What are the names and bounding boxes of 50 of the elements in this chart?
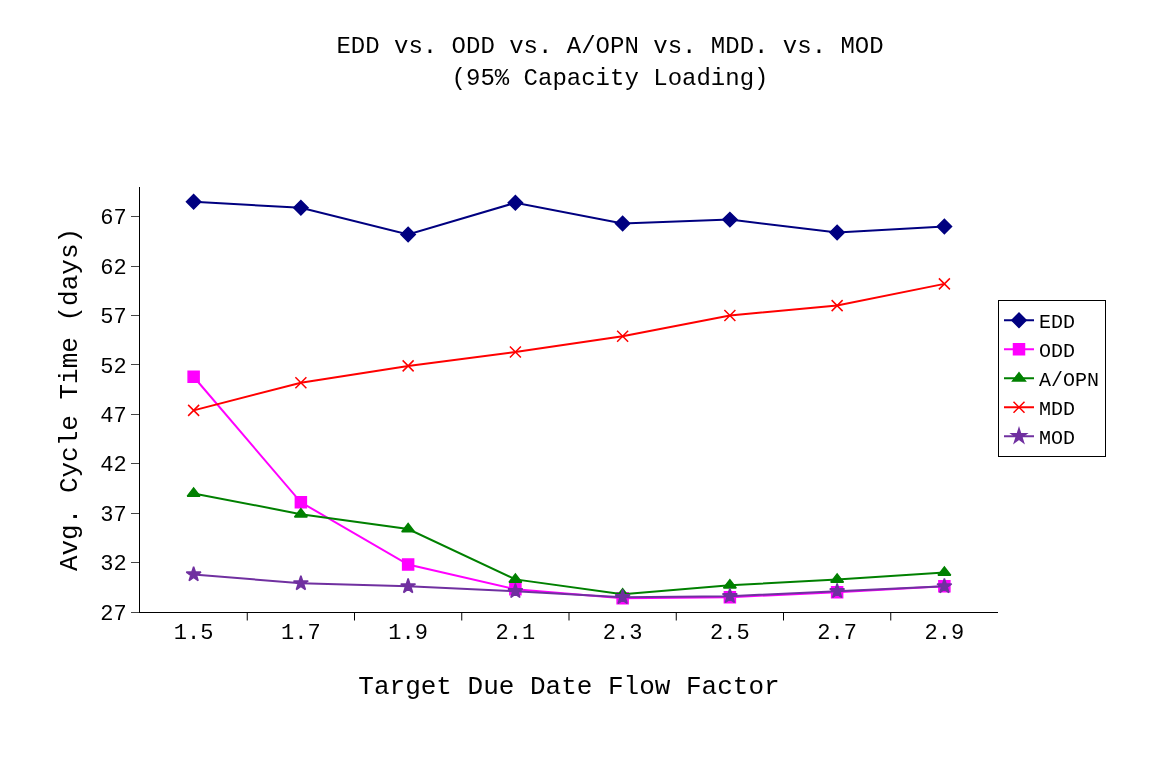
y-tick-label: 42: [100, 453, 127, 479]
chart-subtitle: (95% Capacity Loading): [451, 64, 769, 92]
x-tick-label: 2.5: [710, 621, 750, 647]
point: [614, 215, 631, 232]
point: [187, 404, 200, 417]
point: [292, 199, 309, 216]
x-tick-label: 2.7: [817, 621, 857, 647]
x-tick-label: 1.7: [281, 621, 321, 647]
y-tick-label: 32: [100, 552, 127, 578]
point: [400, 226, 417, 243]
legend-label: EDD: [1039, 311, 1076, 335]
y-tick-label: 57: [100, 305, 127, 331]
x-axis-title: Target Due Date Flow Factor: [358, 672, 780, 703]
y-tick-label: 27: [100, 601, 127, 627]
y-tick-label: 62: [100, 255, 127, 281]
point: [401, 359, 415, 373]
point: [400, 577, 417, 594]
point: [936, 218, 953, 235]
point: [723, 309, 737, 322]
point: [830, 299, 844, 312]
point: [829, 224, 846, 241]
point: [185, 565, 202, 582]
legend-label: A/OPN: [1039, 369, 1100, 393]
point: [721, 211, 738, 228]
point: [292, 574, 309, 591]
legend-label: ODD: [1039, 340, 1076, 364]
legend-label: MOD: [1039, 427, 1076, 451]
point: [294, 496, 308, 509]
y-axis-title: Avg. Cycle Time (days): [54, 227, 85, 572]
point: [293, 507, 308, 518]
x-tick-label: 2.1: [495, 621, 536, 647]
point: [401, 522, 416, 533]
point: [187, 370, 200, 384]
y-tick-label: 67: [100, 206, 127, 232]
x-tick-label: 1.5: [173, 621, 214, 647]
point: [507, 194, 524, 211]
legend-label: MDD: [1039, 398, 1076, 422]
point: [401, 558, 415, 571]
chart-title: EDD vs. ODD vs. A/OPN vs. MDD. vs. MOD: [336, 33, 884, 61]
y-tick-label: 47: [100, 404, 127, 430]
point: [616, 329, 629, 343]
y-tick-label: 52: [100, 354, 127, 380]
point: [938, 277, 951, 291]
x-tick-label: 1.9: [388, 621, 428, 647]
y-tick-label: 37: [100, 502, 127, 528]
point: [509, 345, 522, 359]
x-tick-label: 2.3: [602, 621, 643, 647]
x-tick-label: 2.9: [924, 621, 965, 647]
point: [294, 376, 308, 389]
point: [185, 193, 202, 210]
